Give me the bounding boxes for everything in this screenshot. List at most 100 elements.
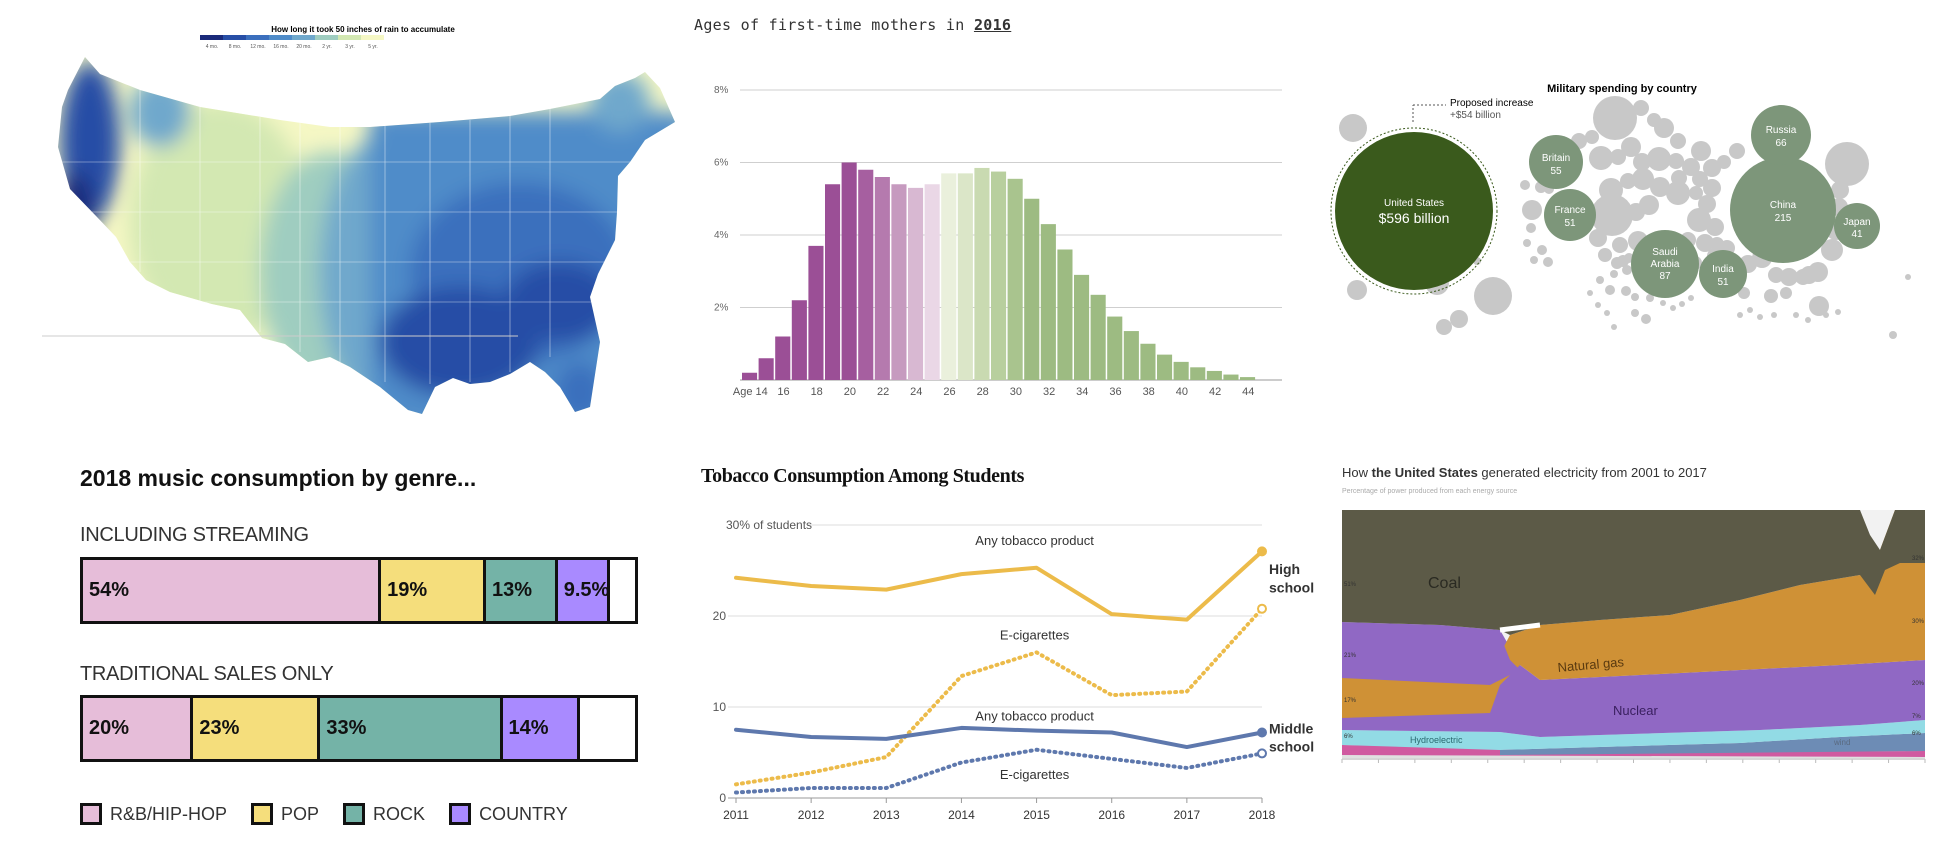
bubble-other-country <box>1611 324 1617 330</box>
rain-map-title: How long it took 50 inches of rain to ac… <box>271 25 455 34</box>
label-japan-name: Japan <box>1843 217 1870 228</box>
bubble-other-country <box>1835 309 1841 315</box>
electricity-chart: Coal Natural gas Nuclear Hydroelectric w… <box>1341 510 1926 763</box>
mothers-ytick: 2% <box>714 303 729 314</box>
elec-area-coal <box>1342 510 1925 635</box>
bubble-other-country <box>1757 314 1763 320</box>
rain-map-svg: How long it took 50 inches of rain to ac… <box>42 25 675 414</box>
mothers-bar <box>1057 249 1073 380</box>
label-saudi-1: Saudi <box>1652 247 1678 258</box>
bubble-other-country <box>1595 302 1601 308</box>
bubble-other-country <box>1633 100 1649 116</box>
mothers-bar <box>924 184 940 380</box>
music-legend-swatch <box>251 803 274 825</box>
tobacco-ytick: 20 <box>713 609 727 623</box>
bubble-other-country <box>1768 267 1784 283</box>
mothers-bar <box>974 167 990 380</box>
mothers-bar <box>1140 343 1156 380</box>
music-seg-rock: 13% <box>485 560 558 621</box>
mothers-bar <box>1190 367 1206 380</box>
bubble-other-country <box>1825 142 1869 186</box>
tobacco-label-school-middle: school <box>1269 739 1314 755</box>
bubble-other-country <box>1347 280 1367 300</box>
music-seg-pop: 23% <box>193 698 321 759</box>
mothers-bar <box>825 184 841 380</box>
bubble-other-country <box>1764 289 1778 303</box>
mothers-bar <box>742 372 758 380</box>
annotation-line1: Proposed increase <box>1450 98 1534 109</box>
bubble-other-country <box>1339 114 1367 142</box>
bubble-other-country <box>1703 179 1721 197</box>
elec-left-gas-pct: 17% <box>1344 698 1357 704</box>
bubble-other-country <box>1691 141 1711 161</box>
label-us-name: United States <box>1384 198 1444 209</box>
tobacco-ytick: 0 <box>719 791 726 805</box>
mothers-panel: Ages of first-time mothers in 2016 2% 4% 6… <box>692 10 1292 405</box>
mothers-xtick: 18 <box>811 386 823 398</box>
mothers-bar <box>891 184 907 380</box>
mothers-bar <box>957 173 973 380</box>
music-row1-label: INCLUDING STREAMING <box>80 524 309 546</box>
mothers-bar <box>808 245 824 380</box>
mothers-bar <box>1206 370 1222 380</box>
music-bar-traditional: 20% 23% 33% 14% <box>80 695 638 762</box>
mothers-xtick: 40 <box>1176 386 1188 398</box>
music-seg-rock: 33% <box>320 698 503 759</box>
mothers-bar <box>1223 374 1239 380</box>
elec-title-pre: How <box>1342 465 1372 480</box>
bubble-other-country <box>1793 312 1799 318</box>
bubble-other-country <box>1596 276 1604 284</box>
bubble-other-country <box>1631 293 1639 301</box>
mothers-title-prefix: Ages of first-time mothers in <box>694 16 974 34</box>
rain-legend-swatch <box>315 35 338 40</box>
rain-legend-tick: 20 mo. <box>296 44 311 50</box>
label-britain-value: 55 <box>1550 166 1562 177</box>
elec-right-nuclear-pct: 20% <box>1912 681 1925 687</box>
music-legend-swatch <box>80 803 102 825</box>
mothers-bar <box>991 171 1007 380</box>
mothers-bar <box>874 177 890 380</box>
label-china-value: 215 <box>1775 213 1792 224</box>
tobacco-xtick: 2016 <box>1098 808 1125 822</box>
bubble-other-country <box>1654 118 1674 138</box>
music-seg-rnb: 54% <box>83 560 382 621</box>
bubble-other-country <box>1530 256 1538 264</box>
mothers-bar <box>758 358 774 380</box>
bubble-other-country <box>1738 287 1750 299</box>
elec-right-gas-pct: 32% <box>1912 556 1925 562</box>
proposed-increase-ring <box>1330 127 1498 295</box>
elec-left-coal-pct: 51% <box>1344 582 1357 588</box>
tobacco-xtick: 2017 <box>1174 808 1201 822</box>
bubble-other-country <box>1809 296 1829 316</box>
tobacco-line-middle-ecig <box>734 747 1264 795</box>
electricity-panel: How the United States generated electric… <box>1340 455 1940 815</box>
label-russia-value: 66 <box>1775 138 1787 149</box>
bubble-other-country <box>1620 173 1636 189</box>
rain-legend-tick: 12 mo. <box>250 44 265 50</box>
bubble-other-country <box>1689 186 1703 200</box>
label-china-name: China <box>1770 200 1797 211</box>
mothers-bar <box>1024 198 1040 380</box>
rain-legend-swatch <box>361 35 384 40</box>
label-saudi-value: 87 <box>1659 271 1671 282</box>
bubble-saudi-arabia <box>1631 230 1699 298</box>
label-india-name: India <box>1712 264 1734 275</box>
elec-label-coal: Coal <box>1428 575 1461 592</box>
tobacco-xtick: 2012 <box>798 808 825 822</box>
bubble-russia <box>1751 105 1811 165</box>
elec-area-wind <box>1500 733 1925 755</box>
elec-right-hydro-pct: 7% <box>1912 714 1921 720</box>
mothers-ytick: 4% <box>714 230 729 241</box>
mothers-ytick: 6% <box>714 158 729 169</box>
bubble-other-country <box>1591 194 1633 236</box>
bubble-india <box>1699 250 1747 298</box>
music-title: 2018 music consumption by genre... <box>80 465 477 491</box>
label-britain-name: Britain <box>1542 153 1570 164</box>
elec-label-gas: Natural gas <box>1557 654 1625 675</box>
bubble-other-country <box>1612 237 1628 253</box>
label-india-value: 51 <box>1717 277 1729 288</box>
music-bar-streaming: 54% 19% 13% 9.5% <box>80 557 638 624</box>
bubble-other-country <box>1668 153 1684 169</box>
label-france-value: 51 <box>1564 218 1576 229</box>
elec-year-ticks <box>1341 758 1926 763</box>
